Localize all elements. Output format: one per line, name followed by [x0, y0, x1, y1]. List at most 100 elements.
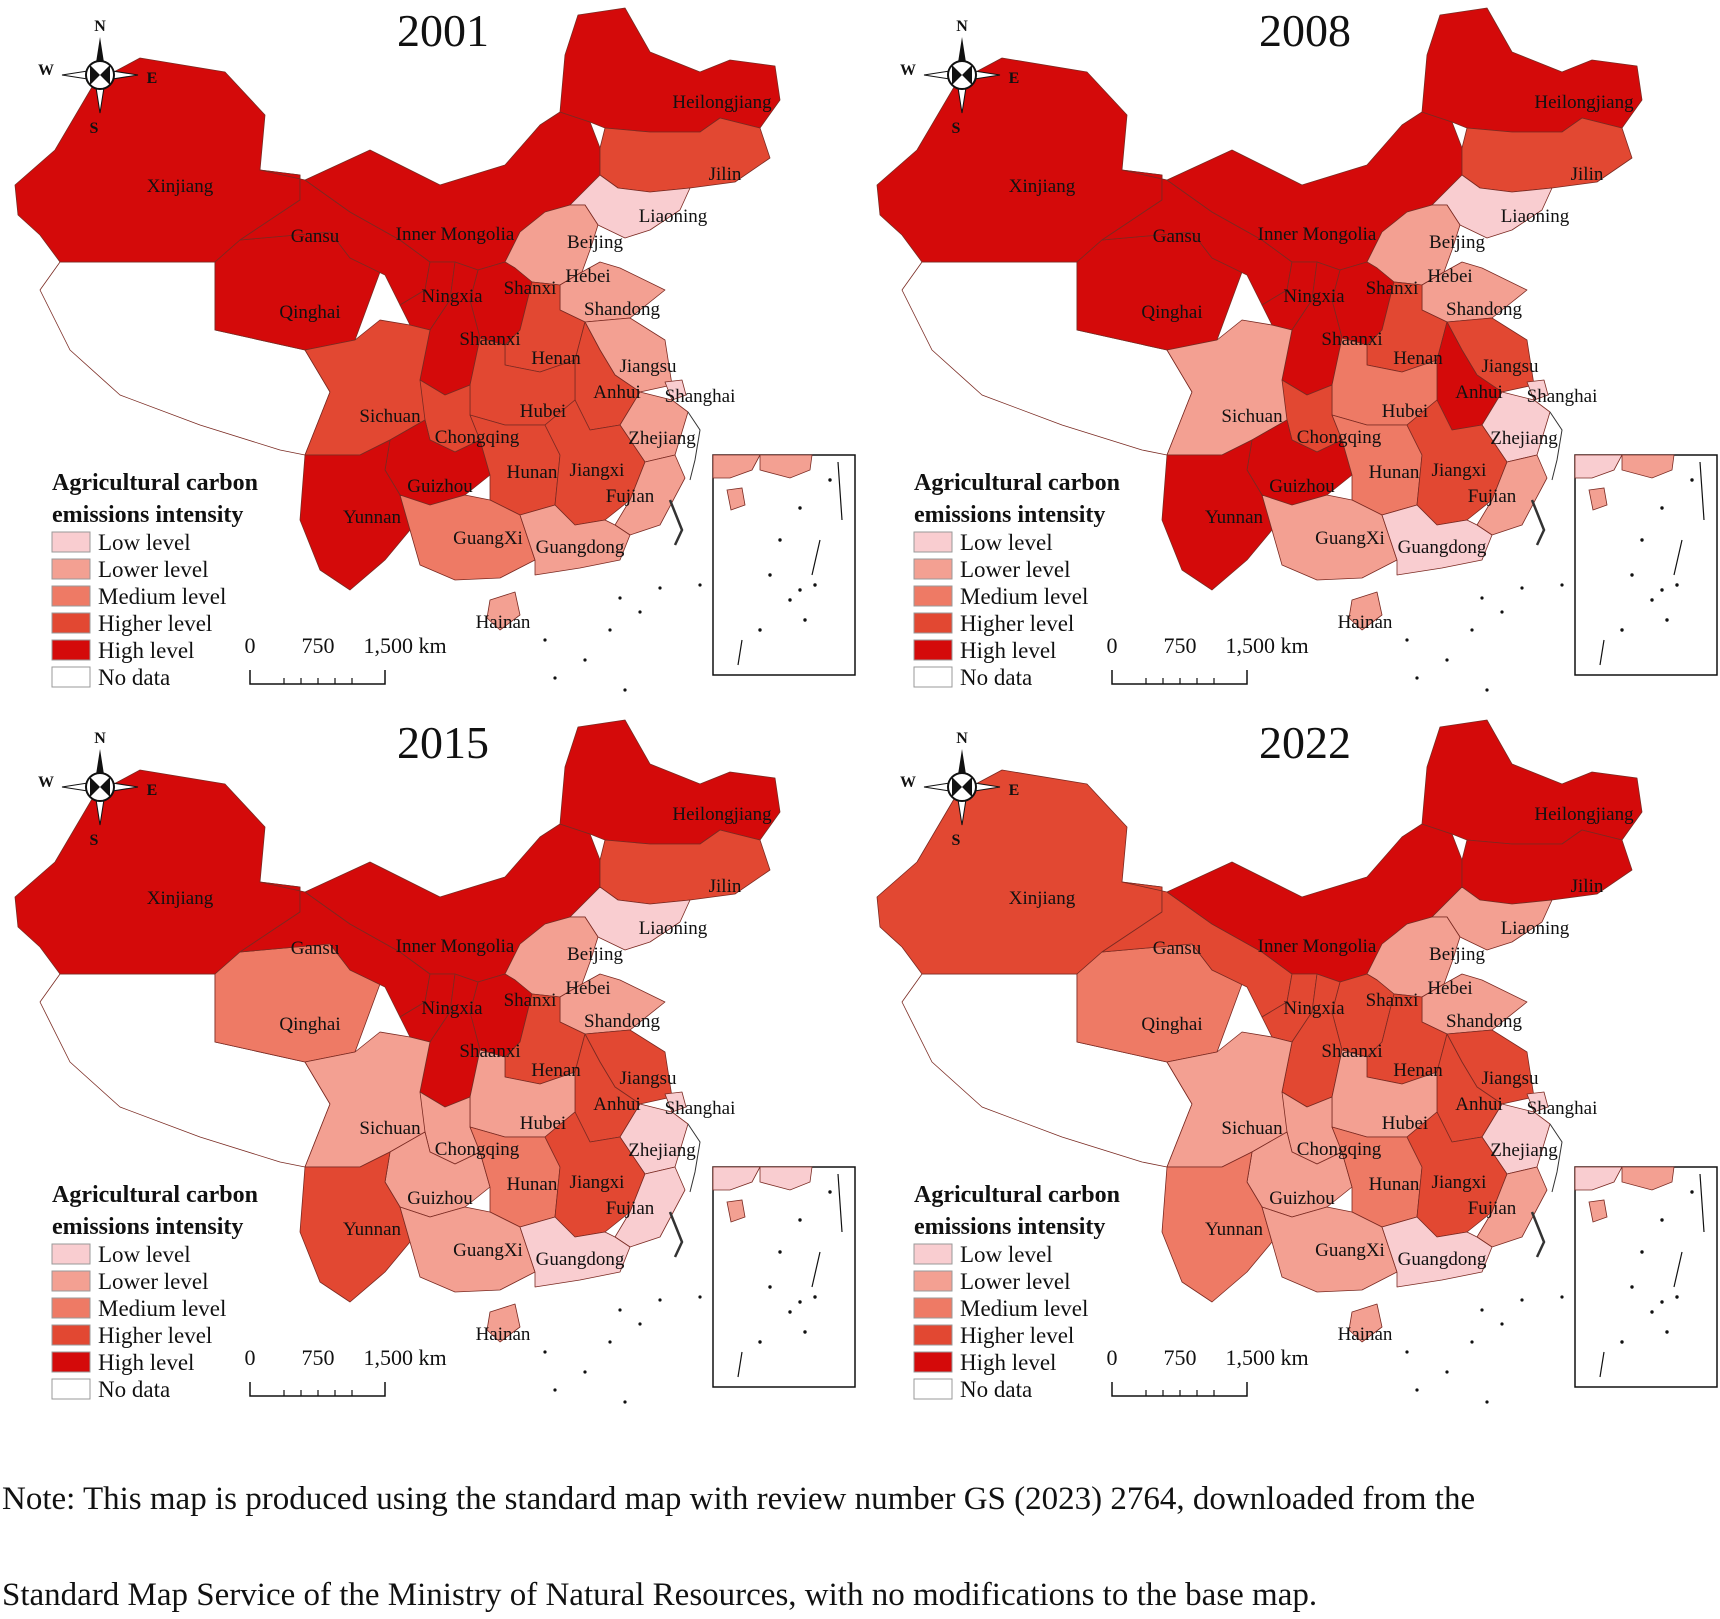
legend-label-low: Low level — [98, 530, 191, 555]
province-label-henan: Henan — [531, 348, 581, 369]
inset-fujian — [1621, 454, 1675, 479]
map-layer — [14, 7, 781, 692]
island-dot — [1520, 586, 1524, 590]
inset-hainan — [1588, 1199, 1608, 1223]
compass-letter-w: W — [900, 774, 916, 791]
scale-label-0: 0 — [245, 633, 256, 658]
province-label-hubei: Hubei — [1382, 401, 1428, 422]
province-label-guangxi: GuangXi — [1315, 528, 1385, 549]
province-label-jiangxi: Jiangxi — [1432, 1172, 1487, 1193]
inset-dash-line — [737, 461, 843, 666]
province-label-heilongjiang: Heilongjiang — [1534, 804, 1634, 825]
inset-fujian — [759, 1166, 813, 1191]
province-hainan — [486, 591, 521, 631]
island-dot — [1520, 1298, 1524, 1302]
coastline-mark — [687, 1123, 701, 1193]
province-label-inner-mongolia: Inner Mongolia — [396, 224, 515, 245]
compass-rose-icon: N S E W — [900, 18, 1019, 137]
inset-island-dot — [813, 1295, 817, 1299]
legend-label-medium: Medium level — [98, 584, 226, 609]
province-label-ningxia: Ningxia — [421, 998, 483, 1019]
province-label-shanxi: Shanxi — [1366, 990, 1419, 1011]
province-label-hainan: Hainan — [1338, 612, 1393, 633]
province-label-jiangxi: Jiangxi — [570, 460, 625, 481]
inset-island-dot — [1675, 583, 1679, 587]
island-dot — [623, 688, 627, 692]
island-dot — [1445, 1370, 1449, 1374]
legend-swatch-low — [51, 1243, 91, 1265]
legend-swatch-nodata — [51, 1378, 91, 1400]
scale-label-0: 0 — [245, 1345, 256, 1370]
province-label-jiangsu: Jiangsu — [1482, 356, 1540, 377]
scale-label-1500: 1,500 km — [363, 633, 446, 658]
island-dot — [1405, 638, 1409, 642]
province-hainan — [486, 1303, 521, 1343]
province-label-hebei: Hebei — [1427, 266, 1472, 287]
province-label-shaanxi: Shaanxi — [1321, 1041, 1382, 1062]
legend-swatch-higher — [51, 1324, 91, 1346]
island-dot — [1470, 1340, 1474, 1344]
map-layer — [876, 719, 1643, 1404]
inset-island-dot — [798, 506, 802, 510]
province-label-beijing: Beijing — [1429, 232, 1485, 253]
map-layer — [14, 719, 781, 1404]
province-label-yunnan: Yunnan — [343, 507, 402, 528]
inset-island-dot — [1620, 1340, 1624, 1344]
province-label-sichuan: Sichuan — [359, 1118, 421, 1139]
legend-swatch-lower — [913, 1270, 953, 1292]
inset-fujian — [1621, 1166, 1675, 1191]
island-dot — [583, 658, 587, 662]
province-label-henan: Henan — [531, 1060, 581, 1081]
province-label-guangxi: GuangXi — [453, 528, 523, 549]
province-label-anhui: Anhui — [593, 1094, 641, 1115]
scale-label-1500: 1,500 km — [363, 1345, 446, 1370]
province-label-shanghai: Shanghai — [1527, 1098, 1598, 1119]
province-label-xinjiang: Xinjiang — [1009, 888, 1076, 909]
compass-letter-w: W — [38, 62, 54, 79]
legend-title-line-2: emissions intensity — [52, 1214, 243, 1240]
province-label-zhejiang: Zhejiang — [1490, 1140, 1558, 1161]
inset-island-dot — [1630, 1285, 1634, 1289]
legend-label-higher: Higher level — [98, 611, 212, 636]
legend-label-nodata: No data — [98, 1377, 170, 1402]
note-line-2: Standard Map Service of the Ministry of … — [2, 1577, 1318, 1613]
province-label-qinghai: Qinghai — [1141, 1014, 1202, 1035]
inset-guangdong — [1574, 454, 1623, 479]
south-china-sea-inset — [712, 454, 856, 676]
compass-letter-n: N — [956, 18, 968, 35]
legend-label-medium: Medium level — [960, 1296, 1088, 1321]
compass-center — [952, 65, 972, 85]
province-hainan — [1348, 1303, 1383, 1343]
province-label-liaoning: Liaoning — [639, 206, 708, 227]
compass-letter-n: N — [94, 18, 106, 35]
inset-dash-line — [737, 1173, 843, 1378]
scale-bar: 0 750 1,500 km — [1107, 1345, 1309, 1397]
province-heilongjiang — [1421, 719, 1643, 845]
legend-swatch-low — [913, 531, 953, 553]
inset-island-dot — [778, 1250, 782, 1254]
island-dot — [698, 1295, 702, 1299]
province-label-jiangsu: Jiangsu — [1482, 1068, 1540, 1089]
island-dot — [658, 1298, 662, 1302]
province-label-fujian: Fujian — [1468, 1198, 1517, 1219]
compass-letter-e: E — [147, 782, 158, 799]
panel-year-title: 2001 — [397, 5, 489, 56]
province-label-shaanxi: Shaanxi — [459, 1041, 520, 1062]
inset-island-dot — [1640, 538, 1644, 542]
legend-swatch-higher — [913, 1324, 953, 1346]
province-label-xinjiang: Xinjiang — [147, 176, 214, 197]
province-label-hunan: Hunan — [1369, 1174, 1420, 1195]
island-dot — [623, 1400, 627, 1404]
legend-swatch-low — [51, 531, 91, 553]
inset-island-dot — [768, 1285, 772, 1289]
province-guangdong — [1381, 1216, 1493, 1288]
inset-guangdong — [1574, 1166, 1623, 1191]
scale-bar: 0 750 1,500 km — [245, 633, 447, 685]
compass-center — [90, 65, 110, 85]
province-label-anhui: Anhui — [1455, 382, 1503, 403]
province-label-hainan: Hainan — [1338, 1324, 1393, 1345]
inset-island-dot — [1660, 506, 1664, 510]
province-labels: Xinjiang Gansu Inner Mongolia Heilongjiang J… — [147, 92, 772, 633]
